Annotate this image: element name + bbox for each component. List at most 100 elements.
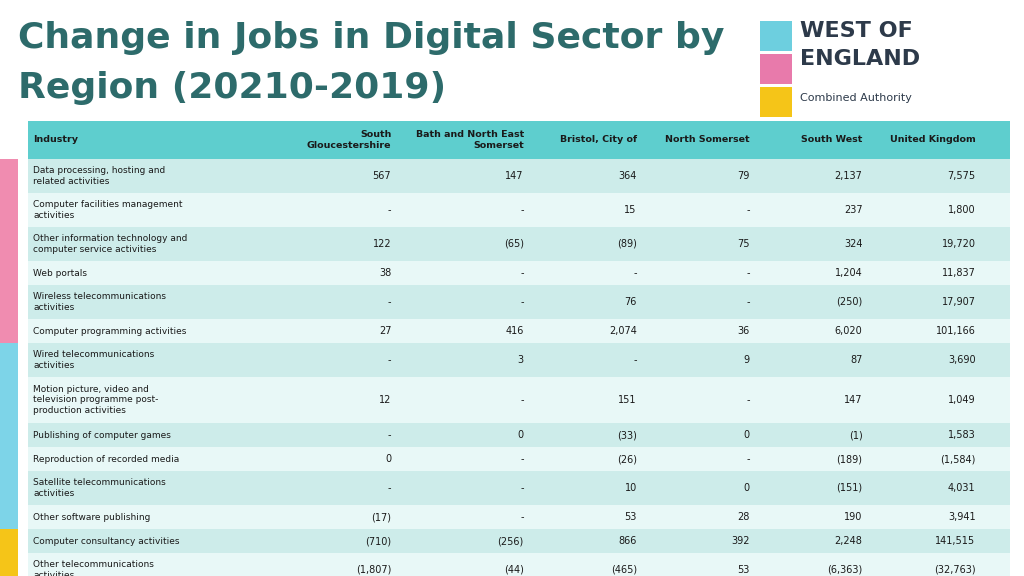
Text: 3,690: 3,690 xyxy=(948,355,976,365)
Text: -: - xyxy=(746,205,750,215)
FancyBboxPatch shape xyxy=(0,529,18,576)
Text: Other information technology and
computer service activities: Other information technology and compute… xyxy=(33,234,187,253)
FancyBboxPatch shape xyxy=(28,319,1010,343)
Text: 141,515: 141,515 xyxy=(935,536,976,546)
Text: 53: 53 xyxy=(737,565,750,575)
Text: Bath and North East
Somerset: Bath and North East Somerset xyxy=(416,130,524,150)
Text: 28: 28 xyxy=(737,512,750,522)
Text: Web portals: Web portals xyxy=(33,268,87,278)
Text: (250): (250) xyxy=(837,297,862,307)
FancyBboxPatch shape xyxy=(28,121,1010,159)
Text: (44): (44) xyxy=(504,565,524,575)
FancyBboxPatch shape xyxy=(28,343,1010,377)
Text: Combined Authority: Combined Authority xyxy=(800,93,912,103)
FancyBboxPatch shape xyxy=(28,227,1010,261)
Text: Wired telecommunications
activities: Wired telecommunications activities xyxy=(33,350,155,370)
Text: (256): (256) xyxy=(498,536,524,546)
Text: (26): (26) xyxy=(616,454,637,464)
FancyBboxPatch shape xyxy=(28,553,1010,576)
Text: Bristol, City of: Bristol, City of xyxy=(560,135,637,145)
Text: (89): (89) xyxy=(616,239,637,249)
FancyBboxPatch shape xyxy=(28,447,1010,471)
Text: 38: 38 xyxy=(379,268,391,278)
Text: 151: 151 xyxy=(618,395,637,405)
Text: Computer programming activities: Computer programming activities xyxy=(33,327,186,335)
Text: 1,800: 1,800 xyxy=(948,205,976,215)
Text: -: - xyxy=(520,395,524,405)
Text: (33): (33) xyxy=(616,430,637,440)
FancyBboxPatch shape xyxy=(28,159,1010,193)
Text: 866: 866 xyxy=(618,536,637,546)
Text: -: - xyxy=(633,268,637,278)
Text: (32,763): (32,763) xyxy=(934,565,976,575)
Text: ENGLAND: ENGLAND xyxy=(800,49,921,69)
Text: 17,907: 17,907 xyxy=(941,297,976,307)
Text: South
Gloucestershire: South Gloucestershire xyxy=(307,130,391,150)
Text: 87: 87 xyxy=(850,355,862,365)
Text: 4,031: 4,031 xyxy=(948,483,976,493)
FancyBboxPatch shape xyxy=(28,471,1010,505)
Text: 7,575: 7,575 xyxy=(947,171,976,181)
Text: -: - xyxy=(520,205,524,215)
Text: Computer consultancy activities: Computer consultancy activities xyxy=(33,536,179,545)
Text: 324: 324 xyxy=(844,239,862,249)
Text: Other software publishing: Other software publishing xyxy=(33,513,151,521)
FancyBboxPatch shape xyxy=(760,87,792,117)
Text: 10: 10 xyxy=(625,483,637,493)
Text: -: - xyxy=(388,297,391,307)
Text: 2,074: 2,074 xyxy=(609,326,637,336)
FancyBboxPatch shape xyxy=(28,505,1010,529)
Text: 12: 12 xyxy=(379,395,391,405)
Text: 27: 27 xyxy=(379,326,391,336)
Text: -: - xyxy=(746,297,750,307)
Text: (1,584): (1,584) xyxy=(940,454,976,464)
Text: (151): (151) xyxy=(837,483,862,493)
Text: Wireless telecommunications
activities: Wireless telecommunications activities xyxy=(33,292,166,312)
Text: 0: 0 xyxy=(743,430,750,440)
Text: 6,020: 6,020 xyxy=(835,326,862,336)
Text: Region (20210-2019): Region (20210-2019) xyxy=(18,71,446,105)
Text: 392: 392 xyxy=(731,536,750,546)
Text: -: - xyxy=(746,395,750,405)
Text: 2,137: 2,137 xyxy=(835,171,862,181)
Text: (1,807): (1,807) xyxy=(356,565,391,575)
Text: (1): (1) xyxy=(849,430,862,440)
Text: 53: 53 xyxy=(625,512,637,522)
FancyBboxPatch shape xyxy=(28,285,1010,319)
Text: 79: 79 xyxy=(737,171,750,181)
Text: -: - xyxy=(388,483,391,493)
Text: -: - xyxy=(388,205,391,215)
Text: 0: 0 xyxy=(743,483,750,493)
Text: 416: 416 xyxy=(506,326,524,336)
Text: 122: 122 xyxy=(373,239,391,249)
Text: -: - xyxy=(520,268,524,278)
Text: Other telecommunications
activities: Other telecommunications activities xyxy=(33,560,154,576)
FancyBboxPatch shape xyxy=(28,529,1010,553)
Text: 237: 237 xyxy=(844,205,862,215)
Text: 36: 36 xyxy=(737,326,750,336)
Text: (465): (465) xyxy=(610,565,637,575)
Text: 3,941: 3,941 xyxy=(948,512,976,522)
Text: Data processing, hosting and
related activities: Data processing, hosting and related act… xyxy=(33,166,165,185)
Text: -: - xyxy=(388,355,391,365)
Text: 11,837: 11,837 xyxy=(942,268,976,278)
FancyBboxPatch shape xyxy=(760,54,792,84)
Text: 76: 76 xyxy=(625,297,637,307)
Text: 1,204: 1,204 xyxy=(835,268,862,278)
Text: (189): (189) xyxy=(837,454,862,464)
Text: -: - xyxy=(520,454,524,464)
Text: 1,049: 1,049 xyxy=(948,395,976,405)
Text: 9: 9 xyxy=(743,355,750,365)
Text: 15: 15 xyxy=(625,205,637,215)
Text: (65): (65) xyxy=(504,239,524,249)
Text: -: - xyxy=(633,355,637,365)
Text: 2,248: 2,248 xyxy=(835,536,862,546)
Text: Publishing of computer games: Publishing of computer games xyxy=(33,430,171,439)
Text: -: - xyxy=(746,454,750,464)
Text: -: - xyxy=(746,268,750,278)
Text: 0: 0 xyxy=(518,430,524,440)
Text: Change in Jobs in Digital Sector by: Change in Jobs in Digital Sector by xyxy=(18,21,724,55)
Text: Satellite telecommunications
activities: Satellite telecommunications activities xyxy=(33,478,166,498)
Text: 147: 147 xyxy=(844,395,862,405)
FancyBboxPatch shape xyxy=(28,377,1010,423)
